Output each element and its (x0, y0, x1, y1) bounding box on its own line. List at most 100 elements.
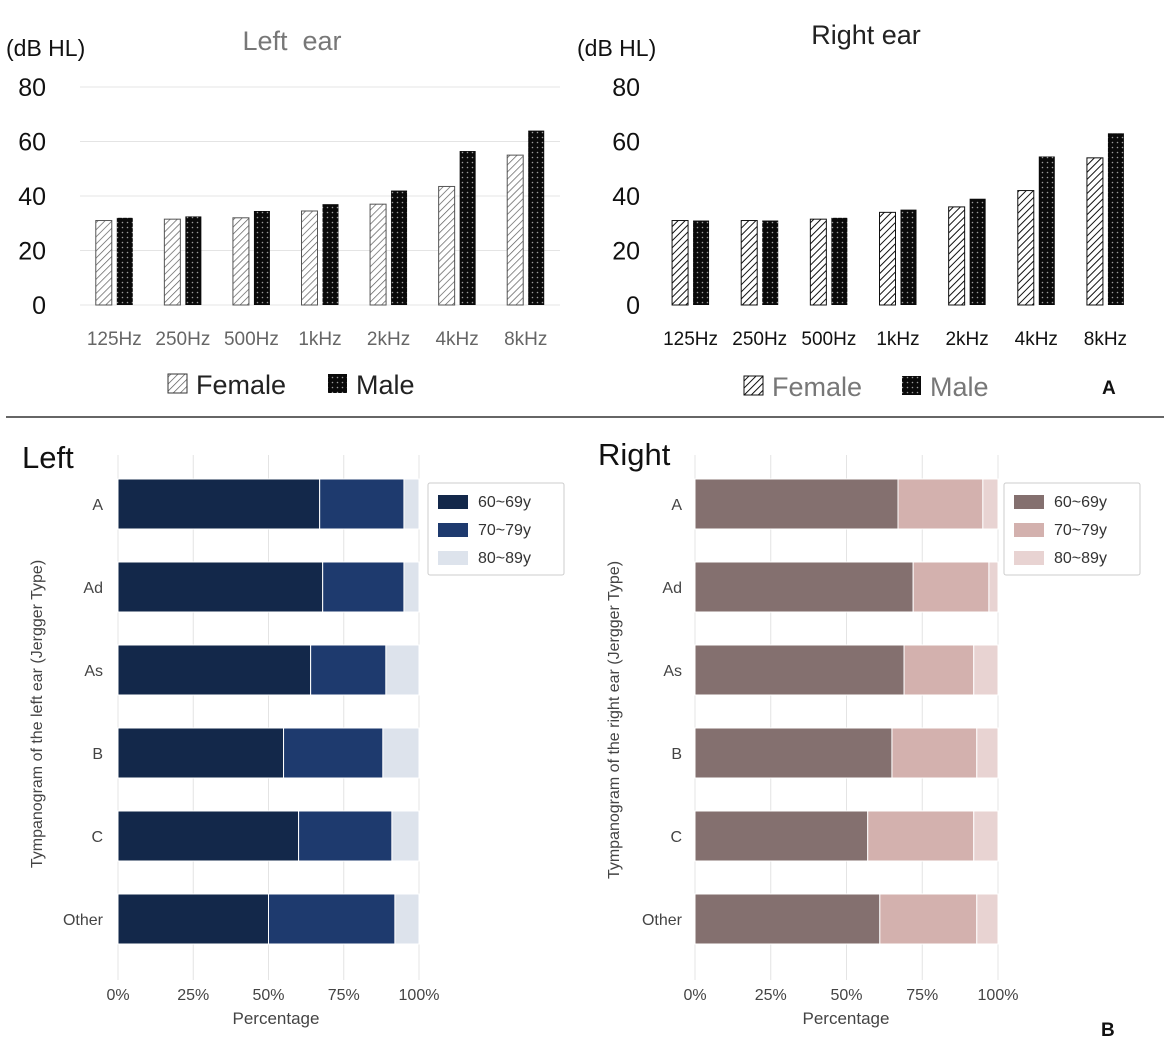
bar-segment-60~69y (694, 810, 869, 862)
chart-b-left-xlabel: Percentage (233, 1009, 320, 1028)
bar-segment-80~89y (973, 644, 999, 696)
bar-segment-80~89y (982, 478, 999, 530)
y-tick-label: 40 (18, 183, 46, 211)
bar-segment-60~69y (694, 727, 893, 779)
x-tick-label: 25% (177, 987, 209, 1004)
x-tick-label: 1kHz (876, 329, 919, 350)
bar-segment-80~89y (385, 644, 420, 696)
chart-a-right-bars (671, 133, 1124, 306)
chart-a-left-grid (80, 86, 560, 306)
bar-female (1017, 190, 1035, 306)
bar-female (740, 220, 758, 306)
bar-segment-70~79y (322, 561, 405, 613)
legend-label-70-79: 70~79y (1054, 522, 1107, 539)
bar-segment-80~89y (391, 810, 420, 862)
y-tick-label: 0 (626, 292, 640, 320)
x-tick-label: 50% (252, 987, 284, 1004)
chart-a-right: Right ear (dB HL) 0 20 40 60 80 125Hz 250Hz 50… (577, 20, 1127, 402)
legend-swatch-80-89 (1014, 551, 1044, 565)
bar-female (1086, 157, 1104, 306)
bar-segment-80~89y (976, 893, 999, 945)
chart-b-right: Right Tympanogram of the right ear (Jerg… (598, 437, 1141, 1028)
x-tick-label: 75% (328, 987, 360, 1004)
chart-a-right-yticks: 0 20 40 60 80 (612, 74, 640, 320)
legend-label-male: Male (930, 372, 989, 402)
y-tick-label: 0 (32, 292, 46, 320)
y-category-label: A (671, 497, 682, 514)
y-category-label: As (663, 663, 682, 680)
bar-male (693, 220, 710, 305)
legend-label-60-69: 60~69y (478, 494, 531, 511)
bar-female (948, 206, 966, 306)
chart-b-right-xticks: 0% 25% 50% 75% 100% (683, 987, 1018, 1004)
y-category-label: C (670, 829, 682, 846)
legend-swatch-female (743, 375, 764, 396)
bar-male (900, 209, 917, 305)
y-category-label: A (92, 497, 103, 514)
x-tick-label: 500Hz (801, 329, 856, 350)
bar-male (1107, 133, 1124, 305)
x-tick-label: 1kHz (298, 329, 341, 350)
chart-a-right-ylabel: (dB HL) (577, 35, 656, 61)
bar-male (528, 130, 545, 305)
bar-female (163, 218, 181, 306)
chart-a-right-title: Right ear (811, 20, 921, 50)
bar-segment-70~79y (268, 893, 396, 945)
chart-b-right-ycats: A Ad As B C Other (642, 497, 683, 929)
x-tick-label: 250Hz (732, 329, 787, 350)
bar-segment-60~69y (117, 644, 312, 696)
chart-b-left-ylabel: Tympanogram of the left ear (Jergger Typ… (29, 560, 46, 868)
x-tick-label: 125Hz (87, 329, 142, 350)
chart-a-right-legend: Female Male (743, 372, 989, 402)
chart-b-right-legend: 60~69y 70~79y 80~89y (1003, 482, 1141, 576)
x-tick-label: 8kHz (504, 329, 547, 350)
x-tick-label: 25% (755, 987, 787, 1004)
legend-swatch-70-79 (438, 523, 468, 537)
bar-female (809, 218, 827, 306)
chart-b-left-title: Left (22, 440, 74, 475)
legend-label-70-79: 70~79y (478, 522, 531, 539)
y-tick-label: 20 (612, 238, 640, 266)
x-tick-label: 100% (978, 987, 1019, 1004)
chart-b-right-bars (694, 478, 999, 945)
bar-male (762, 220, 779, 305)
legend-swatch-80-89 (438, 551, 468, 565)
bar-male (969, 198, 986, 305)
chart-a-right-xticks: 125Hz 250Hz 500Hz 1kHz 2kHz 4kHz 8kHz (663, 329, 1127, 350)
legend-swatch-60-69 (1014, 495, 1044, 509)
bar-segment-60~69y (694, 561, 914, 613)
x-tick-label: 4kHz (1015, 329, 1058, 350)
x-tick-label: 75% (906, 987, 938, 1004)
chart-b-left-bars (117, 478, 420, 945)
bar-segment-70~79y (903, 644, 975, 696)
bar-female (438, 185, 456, 306)
y-tick-label: 80 (612, 74, 640, 102)
legend-swatch-male (902, 376, 921, 395)
y-tick-label: 60 (612, 129, 640, 157)
bar-male (322, 204, 339, 305)
bar-segment-60~69y (117, 727, 285, 779)
bar-male (116, 217, 133, 305)
bar-segment-80~89y (973, 810, 999, 862)
bar-segment-60~69y (117, 893, 269, 945)
chart-b-left-legend: 60~69y 70~79y 80~89y (427, 482, 565, 576)
bar-segment-70~79y (879, 893, 978, 945)
x-tick-label: 2kHz (367, 329, 410, 350)
legend-label-60-69: 60~69y (1054, 494, 1107, 511)
panel-label-a: A (1102, 378, 1116, 399)
bar-segment-60~69y (117, 561, 324, 613)
bar-segment-60~69y (117, 810, 300, 862)
x-tick-label: 100% (399, 987, 440, 1004)
bar-female (301, 210, 318, 306)
x-tick-label: 2kHz (945, 329, 988, 350)
x-tick-label: 125Hz (663, 329, 718, 350)
bar-male (1038, 156, 1055, 305)
y-tick-label: 60 (18, 129, 46, 157)
bar-segment-60~69y (117, 478, 321, 530)
legend-swatch-male (328, 374, 347, 393)
bar-female (369, 203, 387, 306)
legend-label-male: Male (356, 370, 415, 400)
y-category-label: As (84, 663, 103, 680)
bar-segment-80~89y (976, 727, 999, 779)
